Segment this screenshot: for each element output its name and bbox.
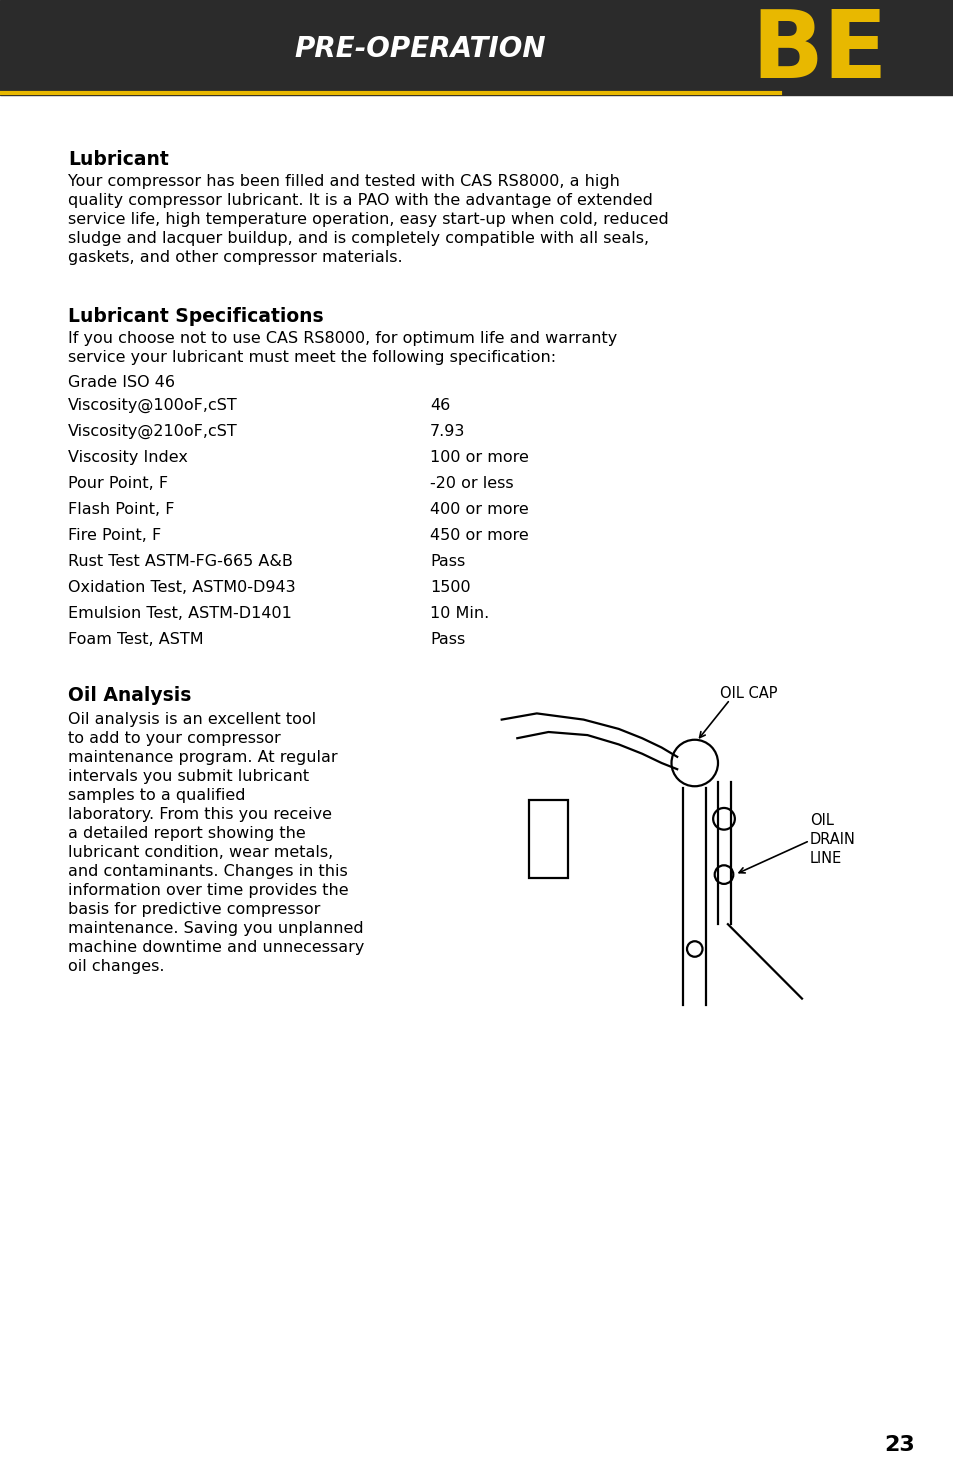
Text: maintenance program. At regular: maintenance program. At regular — [68, 749, 337, 766]
Text: to add to your compressor: to add to your compressor — [68, 732, 280, 746]
Text: information over time provides the: information over time provides the — [68, 884, 348, 898]
Text: service life, high temperature operation, easy start-up when cold, reduced: service life, high temperature operation… — [68, 212, 668, 227]
Text: Grade ISO 46: Grade ISO 46 — [68, 375, 174, 389]
Text: OIL CAP: OIL CAP — [720, 686, 777, 701]
Text: Lubricant: Lubricant — [68, 150, 169, 170]
Text: a detailed report showing the: a detailed report showing the — [68, 826, 305, 841]
Text: Fire Point, F: Fire Point, F — [68, 528, 161, 543]
Text: Viscosity Index: Viscosity Index — [68, 450, 188, 465]
Text: If you choose not to use CAS RS8000, for optimum life and warranty: If you choose not to use CAS RS8000, for… — [68, 330, 617, 347]
Text: 46: 46 — [430, 398, 450, 413]
Text: Flash Point, F: Flash Point, F — [68, 502, 174, 518]
Text: Rust Test ASTM-FG-665 A&B: Rust Test ASTM-FG-665 A&B — [68, 555, 293, 569]
Text: lubricant condition, wear metals,: lubricant condition, wear metals, — [68, 845, 333, 860]
Text: oil changes.: oil changes. — [68, 959, 164, 974]
Text: and contaminants. Changes in this: and contaminants. Changes in this — [68, 864, 348, 879]
Text: Pass: Pass — [430, 555, 465, 569]
Text: Viscosity@210oF,cST: Viscosity@210oF,cST — [68, 423, 237, 440]
Text: intervals you submit lubricant: intervals you submit lubricant — [68, 768, 309, 785]
Text: 7.93: 7.93 — [430, 423, 465, 440]
Text: sludge and lacquer buildup, and is completely compatible with all seals,: sludge and lacquer buildup, and is compl… — [68, 232, 648, 246]
Bar — [0, 0, 953, 94]
Text: 23: 23 — [883, 1435, 915, 1454]
Text: service your lubricant must meet the following specification:: service your lubricant must meet the fol… — [68, 350, 556, 364]
Text: 1500: 1500 — [430, 580, 470, 594]
Text: Oil analysis is an excellent tool: Oil analysis is an excellent tool — [68, 712, 315, 727]
Text: Viscosity@100oF,cST: Viscosity@100oF,cST — [68, 398, 237, 413]
Text: PRE-OPERATION: PRE-OPERATION — [294, 35, 545, 63]
Text: Pass: Pass — [430, 631, 465, 648]
Text: Pour Point, F: Pour Point, F — [68, 476, 168, 491]
Text: 100 or more: 100 or more — [430, 450, 528, 465]
Text: Your compressor has been filled and tested with CAS RS8000, a high: Your compressor has been filled and test… — [68, 174, 619, 189]
Text: Emulsion Test, ASTM-D1401: Emulsion Test, ASTM-D1401 — [68, 606, 292, 621]
Text: quality compressor lubricant. It is a PAO with the advantage of extended: quality compressor lubricant. It is a PA… — [68, 193, 652, 208]
Text: samples to a qualified: samples to a qualified — [68, 788, 245, 802]
Text: 10 Min.: 10 Min. — [430, 606, 489, 621]
Text: OIL
DRAIN
LINE: OIL DRAIN LINE — [809, 813, 855, 866]
Text: -20 or less: -20 or less — [430, 476, 513, 491]
Text: 400 or more: 400 or more — [430, 502, 528, 518]
Text: Oxidation Test, ASTM0-D943: Oxidation Test, ASTM0-D943 — [68, 580, 295, 594]
Text: Foam Test, ASTM: Foam Test, ASTM — [68, 631, 203, 648]
Text: BE: BE — [751, 6, 887, 99]
Text: 450 or more: 450 or more — [430, 528, 528, 543]
Text: Oil Analysis: Oil Analysis — [68, 686, 192, 705]
Text: basis for predictive compressor: basis for predictive compressor — [68, 903, 320, 917]
Text: maintenance. Saving you unplanned: maintenance. Saving you unplanned — [68, 920, 363, 937]
Text: Lubricant Specifications: Lubricant Specifications — [68, 307, 323, 326]
Text: gaskets, and other compressor materials.: gaskets, and other compressor materials. — [68, 249, 402, 266]
Text: laboratory. From this you receive: laboratory. From this you receive — [68, 807, 332, 822]
Bar — [529, 801, 567, 878]
Text: machine downtime and unnecessary: machine downtime and unnecessary — [68, 940, 364, 954]
